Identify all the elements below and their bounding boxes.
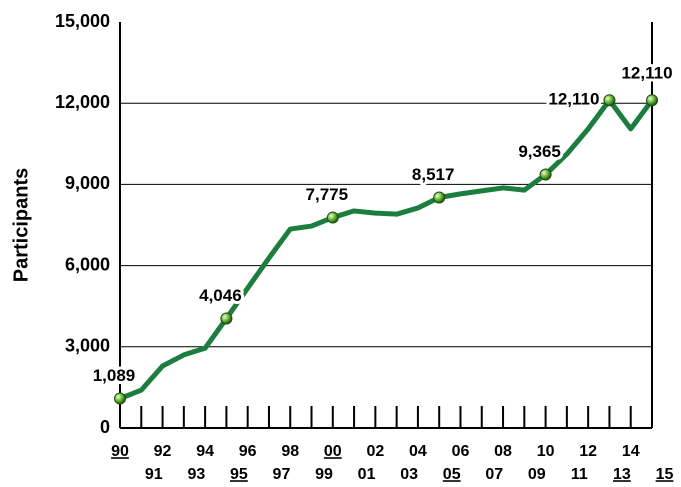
x-tick-label: 99	[315, 466, 333, 483]
x-tick-label: 03	[400, 466, 418, 483]
y-tick-label: 12,000	[55, 92, 110, 112]
x-tick-label: 07	[485, 466, 503, 483]
point-marker	[326, 211, 339, 224]
value-label: 12,110	[548, 90, 599, 109]
value-label: 12,110	[621, 64, 672, 83]
point-marker	[539, 168, 552, 181]
value-label: 4,046	[199, 286, 242, 305]
x-tick-label: 15	[656, 466, 674, 483]
value-label: 1,089	[93, 366, 136, 385]
y-tick-label: 0	[100, 417, 110, 437]
x-tick-label: 14	[622, 443, 640, 460]
x-tick-label: 05	[443, 466, 461, 483]
point-marker	[220, 312, 233, 325]
x-tick-label: 95	[230, 466, 248, 483]
y-tick-label: 9,000	[65, 173, 110, 193]
x-tick-label: 12	[579, 443, 597, 460]
x-tick-label: 06	[452, 443, 470, 460]
value-label: 9,365	[518, 142, 561, 161]
x-tick-label: 02	[366, 443, 384, 460]
x-tick-label: 94	[196, 443, 214, 460]
x-tick-label: 08	[494, 443, 512, 460]
x-tick-label: 00	[324, 443, 342, 460]
point-marker	[114, 392, 126, 405]
x-tick-label: 92	[154, 443, 172, 460]
line	[119, 97, 655, 401]
y-tick-label: 3,000	[65, 336, 110, 356]
y-tick-label: 6,000	[65, 254, 110, 274]
x-tick-label: 09	[528, 466, 546, 483]
y-tick-label: 15,000	[55, 11, 110, 31]
x-tick-label: 96	[239, 443, 257, 460]
x-tick-label: 90	[111, 443, 129, 460]
value-label: 8,517	[412, 165, 455, 184]
x-tick-label: 04	[409, 443, 427, 460]
x-tick-label: 11	[571, 466, 588, 483]
x-tick-label: 93	[187, 466, 205, 483]
x-tick-label: 98	[281, 443, 299, 460]
x-tick-label: 13	[613, 466, 631, 483]
x-tick-label: 97	[273, 466, 291, 483]
point-marker	[646, 94, 658, 107]
value-label: 7,775	[306, 185, 349, 204]
point-marker	[433, 191, 446, 204]
x-tick-label: 01	[358, 466, 376, 483]
point-marker	[603, 94, 616, 107]
y-axis-label: Participants	[10, 168, 32, 282]
x-tick-label: 91	[145, 466, 163, 483]
x-tick-label: 10	[537, 443, 555, 460]
